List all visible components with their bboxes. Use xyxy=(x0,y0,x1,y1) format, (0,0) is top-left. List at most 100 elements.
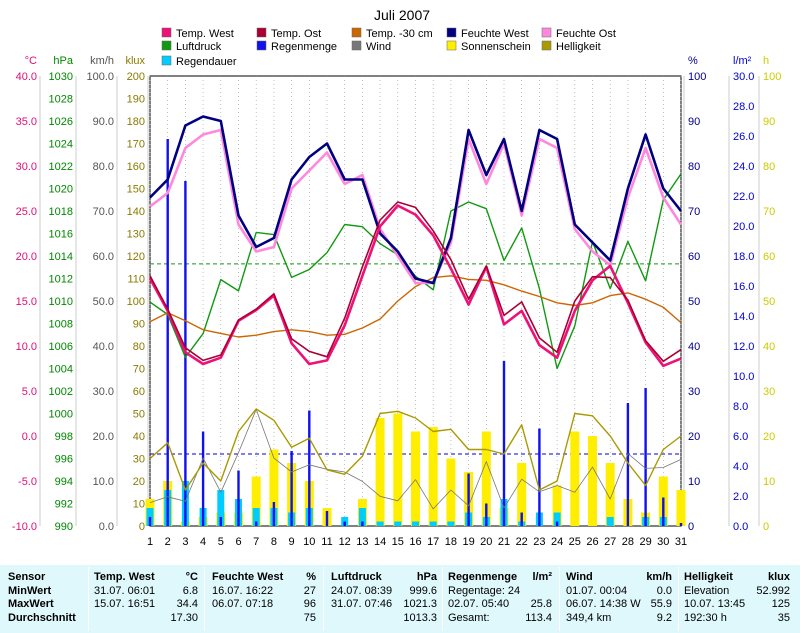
x-tick-label: 19 xyxy=(462,536,474,548)
light-tick-label: 190 xyxy=(127,94,145,106)
pressure-tick-label: 998 xyxy=(55,431,73,443)
legend-swatch xyxy=(256,40,267,51)
rain-tick-label: 10.0 xyxy=(733,371,754,383)
light-tick-label: 0 xyxy=(139,521,145,533)
pressure-max-ts: 31.07. 07:46 xyxy=(331,598,393,611)
pressure-min-val: 999.6 xyxy=(409,584,437,597)
rain-amount-bar xyxy=(502,361,506,526)
rain-tick-label: 22.0 xyxy=(733,191,754,203)
rain-amount-bar xyxy=(361,521,364,526)
series-line-temp-30-cm xyxy=(149,275,682,338)
x-tick-label: 15 xyxy=(392,536,404,548)
rain-max-val: 25.8 xyxy=(530,598,552,611)
light-tick-label: 150 xyxy=(127,184,145,196)
wind-tick-label: 0.0 xyxy=(99,521,114,533)
rain-duration-bar xyxy=(447,521,455,526)
sun-tick-label: 80 xyxy=(763,161,775,173)
x-tick-label: 10 xyxy=(303,536,315,548)
x-tick-label: 11 xyxy=(321,536,332,548)
rain-duration-bar xyxy=(606,517,614,526)
rain-duration-bar xyxy=(217,490,225,526)
pressure-tick-label: 1014 xyxy=(49,251,73,263)
rain-amount-bar xyxy=(219,517,222,526)
rain-tick-label: 8.0 xyxy=(733,401,748,413)
pressure-header: Luftdruck xyxy=(331,571,382,583)
pressure-unit: hPa xyxy=(416,571,437,583)
row-avg-label: Durchschnitt xyxy=(8,611,76,624)
rain-tick-label: 12.0 xyxy=(733,341,754,353)
sunshine-bar xyxy=(676,490,686,526)
sunshine-bar xyxy=(481,431,491,526)
humidity-tick-label: 50 xyxy=(688,296,700,308)
pressure-min-ts: 24.07. 08:39 xyxy=(331,584,393,597)
rain-amount-bar xyxy=(626,403,630,526)
rain-min-ts: Regentage: 24 xyxy=(448,584,521,597)
sunshine-bar xyxy=(269,449,279,526)
legend-label: Regenmenge xyxy=(271,41,337,53)
humidity-tick-label: 100 xyxy=(688,71,706,83)
legend-label: Sonnenschein xyxy=(461,41,531,53)
wind-column: Wind km/h 01.07. 00:04 0.0 06.07. 14:38 W 5… xyxy=(566,571,672,625)
pressure-tick-label: 1010 xyxy=(49,296,73,308)
rain-amount-bar xyxy=(325,511,329,526)
sensor-header: Sensor xyxy=(8,571,46,583)
humidity-tick-label: 0 xyxy=(688,521,694,533)
light-tick-label: 140 xyxy=(127,206,145,218)
temp-min-ts: 31.07. 06:01 xyxy=(94,584,156,597)
rain-max-ts: 02.07. 05:40 xyxy=(448,598,510,611)
rain-amount-bar xyxy=(166,139,169,526)
sunshine-bar xyxy=(552,485,562,526)
x-tick-label: 12 xyxy=(339,536,351,548)
legend-swatch xyxy=(351,40,362,51)
sensor-column: Sensor MinWert MaxWert Durchschnitt xyxy=(8,571,84,625)
temp-tick-label: 20.0 xyxy=(16,251,37,263)
sun-tick-label: 50 xyxy=(763,296,775,308)
humidity-unit: % xyxy=(306,571,316,583)
x-tick-label: 3 xyxy=(182,536,188,548)
wind-tick-label: 70.0 xyxy=(93,206,114,218)
sun-tick-label: 60 xyxy=(763,251,775,263)
pressure-tick-label: 1006 xyxy=(49,341,73,353)
wind-tick-label: 100.0 xyxy=(86,71,114,83)
legend-label: Wind xyxy=(366,41,391,53)
series-line-feuchte-west xyxy=(149,115,683,285)
x-tick-label: 30 xyxy=(657,536,669,548)
humidity-tick-label: 40 xyxy=(688,341,700,353)
pressure-tick-label: 1030 xyxy=(49,71,73,83)
rain-amount-bar xyxy=(148,517,152,526)
temp-tick-label: 35.0 xyxy=(16,116,37,128)
temp-max-val: 34.4 xyxy=(176,598,198,611)
legend-label: Luftdruck xyxy=(176,41,222,53)
humidity-tick-label: 60 xyxy=(688,251,700,263)
light-max-val: 125 xyxy=(771,598,790,611)
x-tick-label: 6 xyxy=(235,536,241,548)
rain-duration-bar xyxy=(429,521,437,526)
wind-tick-label: 10.0 xyxy=(93,476,114,488)
humidity-tick-label: 30 xyxy=(688,386,700,398)
wind-tick-label: 40.0 xyxy=(93,341,114,353)
wind-max-val: 55.9 xyxy=(650,598,672,611)
x-tick-label: 27 xyxy=(604,536,616,548)
temp-tick-label: 5.0 xyxy=(22,386,37,398)
pressure-avg-val: 1013.3 xyxy=(403,611,437,624)
rain-total-ts: Gesamt: xyxy=(448,611,490,624)
rain-amount-bar xyxy=(555,521,559,526)
temp-column: Temp. West °C 31.07. 06:01 6.8 15.07. 16:5… xyxy=(94,571,198,625)
rain-duration-bar xyxy=(252,508,260,526)
sunshine-bar xyxy=(517,463,527,526)
humidity-tick-label: 70 xyxy=(688,206,700,218)
temp-max-ts: 15.07. 16:51 xyxy=(94,598,156,611)
light-tick-label: 70 xyxy=(133,364,145,376)
rain-amount-bar xyxy=(343,521,346,526)
x-tick-label: 31 xyxy=(675,536,687,548)
light-unit: klux xyxy=(767,571,790,583)
light-header: Helligkeit xyxy=(684,571,733,583)
rain-tick-label: 24.0 xyxy=(733,161,754,173)
x-tick-label: 18 xyxy=(445,536,457,548)
sun-tick-label: 30 xyxy=(763,386,775,398)
rain-amount-bar xyxy=(467,473,470,526)
rain-amount-bar xyxy=(237,470,240,526)
pressure-tick-label: 1004 xyxy=(49,364,73,376)
pressure-tick-label: 990 xyxy=(55,521,73,533)
light-tick-label: 40 xyxy=(133,431,145,443)
